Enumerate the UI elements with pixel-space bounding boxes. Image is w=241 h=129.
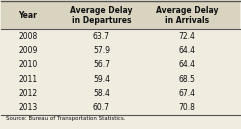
Text: Average Delay
in Arrivals: Average Delay in Arrivals	[156, 6, 218, 25]
Text: 2010: 2010	[18, 60, 37, 69]
Text: 2013: 2013	[18, 103, 37, 112]
Text: 70.8: 70.8	[179, 103, 196, 112]
Text: 68.5: 68.5	[179, 75, 196, 84]
Text: 2009: 2009	[18, 46, 37, 55]
Text: Average Delay
in Departures: Average Delay in Departures	[70, 6, 133, 25]
Text: 59.4: 59.4	[93, 75, 110, 84]
Text: Source: Bureau of Transportation Statistics.: Source: Bureau of Transportation Statist…	[6, 116, 126, 121]
Text: 60.7: 60.7	[93, 103, 110, 112]
Text: 57.9: 57.9	[93, 46, 110, 55]
Text: 63.7: 63.7	[93, 32, 110, 41]
Text: 2012: 2012	[18, 89, 37, 98]
Text: 2011: 2011	[18, 75, 37, 84]
Text: 64.4: 64.4	[179, 46, 196, 55]
Text: 72.4: 72.4	[179, 32, 196, 41]
Text: 56.7: 56.7	[93, 60, 110, 69]
Text: 64.4: 64.4	[179, 60, 196, 69]
Text: 58.4: 58.4	[93, 89, 110, 98]
Text: 2008: 2008	[18, 32, 37, 41]
Text: Year: Year	[18, 11, 37, 20]
Text: 67.4: 67.4	[179, 89, 196, 98]
FancyBboxPatch shape	[1, 1, 240, 29]
